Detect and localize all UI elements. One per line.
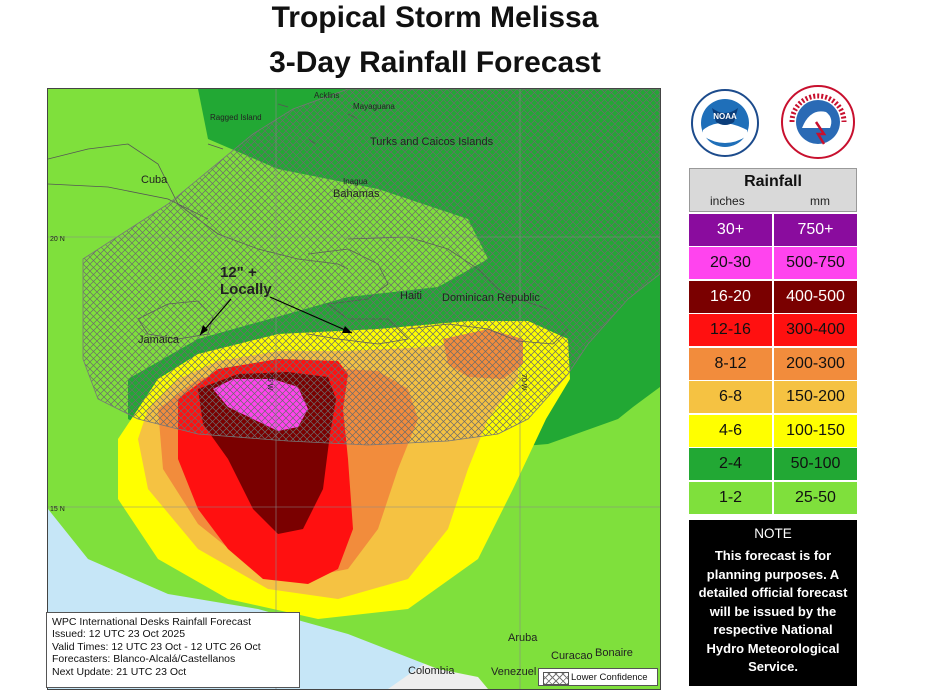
legend-inches-value: 12-16 — [689, 314, 774, 346]
legend-row: 4-6 100-150 — [689, 414, 857, 447]
hatch-swatch-icon — [543, 672, 569, 685]
legend-unit-inches: inches — [710, 194, 745, 208]
legend-mm-value: 150-200 — [786, 388, 845, 405]
lower-confidence-label: Lower Confidence — [571, 672, 648, 683]
lower-confidence-key: Lower Confidence — [538, 668, 658, 686]
info-title: WPC International Desks Rainfall Forecas… — [52, 616, 251, 628]
label-aruba: Aruba — [508, 632, 538, 644]
legend-inches-value: 6-8 — [689, 381, 774, 413]
legend-row: 20-30 500-750 — [689, 247, 857, 279]
annotation-line-1: 12" + — [220, 264, 257, 281]
label-turks-caicos: Turks and Caicos Islands — [370, 136, 494, 148]
legend-rows: 30+ 750+ 20-30 500-750 16-20 400-500 12-16 300-… — [689, 213, 857, 514]
info-issued: Issued: 12 UTC 23 Oct 2025 — [52, 628, 186, 641]
legend-row: 12-16 300-400 — [689, 314, 857, 346]
legend-row: 16-20 400-500 — [689, 280, 857, 313]
label-bahamas: Bahamas — [333, 188, 380, 200]
annotation-arrow-haiti — [269, 296, 353, 334]
legend-inches-value: 20-30 — [689, 247, 774, 279]
note-heading: NOTE — [754, 526, 792, 541]
label-curacao: Curacao — [551, 650, 593, 662]
legend-mm-value: 300-400 — [786, 321, 845, 338]
info-next-update: Next Update: 21 UTC 23 Oct — [52, 665, 187, 678]
info-valid-times: Valid Times: 12 UTC 23 Oct - 12 UTC 26 O… — [52, 640, 261, 653]
rainfall-map[interactable]: 20 N 15 N 75 W 70 W Acklins Mayaguana Ra… — [47, 88, 661, 690]
legend-mm-value: 400-500 — [786, 287, 845, 305]
label-acklins: Acklins — [314, 91, 339, 100]
legend-mm-value: 500-750 — [786, 254, 845, 271]
label-ragged-island: Ragged Island — [210, 113, 262, 122]
note-body: This forecast is for planning purposes. … — [698, 548, 848, 674]
label-venezuela: Venezuel — [491, 666, 536, 678]
label-cuba: Cuba — [141, 174, 168, 186]
legend-row: 2-4 50-100 — [689, 448, 857, 480]
grid-label-20n: 20 N — [50, 236, 65, 243]
title-line-1: Tropical Storm Melissa — [271, 1, 599, 34]
lower-confidence-area — [82, 89, 660, 446]
legend-inches-value: 16-20 — [689, 280, 774, 313]
legend-header: Rainfall inches mm — [689, 168, 857, 212]
legend-inches-value: 2-4 — [689, 448, 774, 480]
legend-row: 1-2 25-50 — [689, 481, 857, 514]
grid-label-75w: 75 W — [266, 374, 273, 391]
label-jamaica: Jamaica — [138, 334, 180, 346]
info-forecasters: Forecasters: Blanco-Alcalá/Castellanos — [52, 653, 236, 666]
note-box: NOTE This forecast is for planning purpo… — [689, 520, 857, 686]
legend-mm-value: 200-300 — [786, 354, 845, 372]
label-inagua: Inagua — [343, 177, 368, 186]
noaa-logo-icon: NOAA — [691, 89, 759, 157]
label-mayaguana: Mayaguana — [353, 102, 395, 111]
legend-inches-value: 30+ — [689, 213, 774, 246]
legend-mm-value: 50-100 — [790, 455, 841, 472]
legend-inches-value: 8-12 — [689, 347, 774, 380]
label-bonaire: Bonaire — [595, 647, 633, 659]
grid-label-15n: 15 N — [50, 506, 65, 513]
legend-mm-value: 100-150 — [786, 421, 845, 439]
legend-unit-mm: mm — [810, 194, 830, 208]
label-dominican-republic: Dominican Republic — [442, 292, 540, 304]
svg-text:NOAA: NOAA — [713, 112, 737, 121]
title-line-2: 3-Day Rainfall Forecast — [269, 46, 601, 79]
label-haiti: Haiti — [400, 290, 422, 302]
forecast-info-box: WPC International Desks Rainfall Forecas… — [46, 612, 300, 688]
legend-inches-value: 1-2 — [689, 481, 774, 514]
national-weather-service-logo-icon — [781, 85, 855, 159]
legend-row: 30+ 750+ — [689, 213, 857, 246]
legend-row: 6-8 150-200 — [689, 381, 857, 413]
legend-mm-value: 750+ — [797, 220, 834, 238]
annotation-line-2: Locally — [220, 281, 272, 298]
legend-row: 8-12 200-300 — [689, 347, 857, 380]
grid-label-70w: 70 W — [520, 374, 527, 391]
legend-inches-value: 4-6 — [689, 414, 774, 447]
label-colombia: Colombia — [408, 665, 455, 677]
legend-mm-value: 25-50 — [795, 488, 836, 506]
rainfall-legend: Rainfall inches mm 30+ 750+ 20-30 500-750 16… — [689, 168, 857, 514]
legend-title: Rainfall — [744, 173, 802, 190]
